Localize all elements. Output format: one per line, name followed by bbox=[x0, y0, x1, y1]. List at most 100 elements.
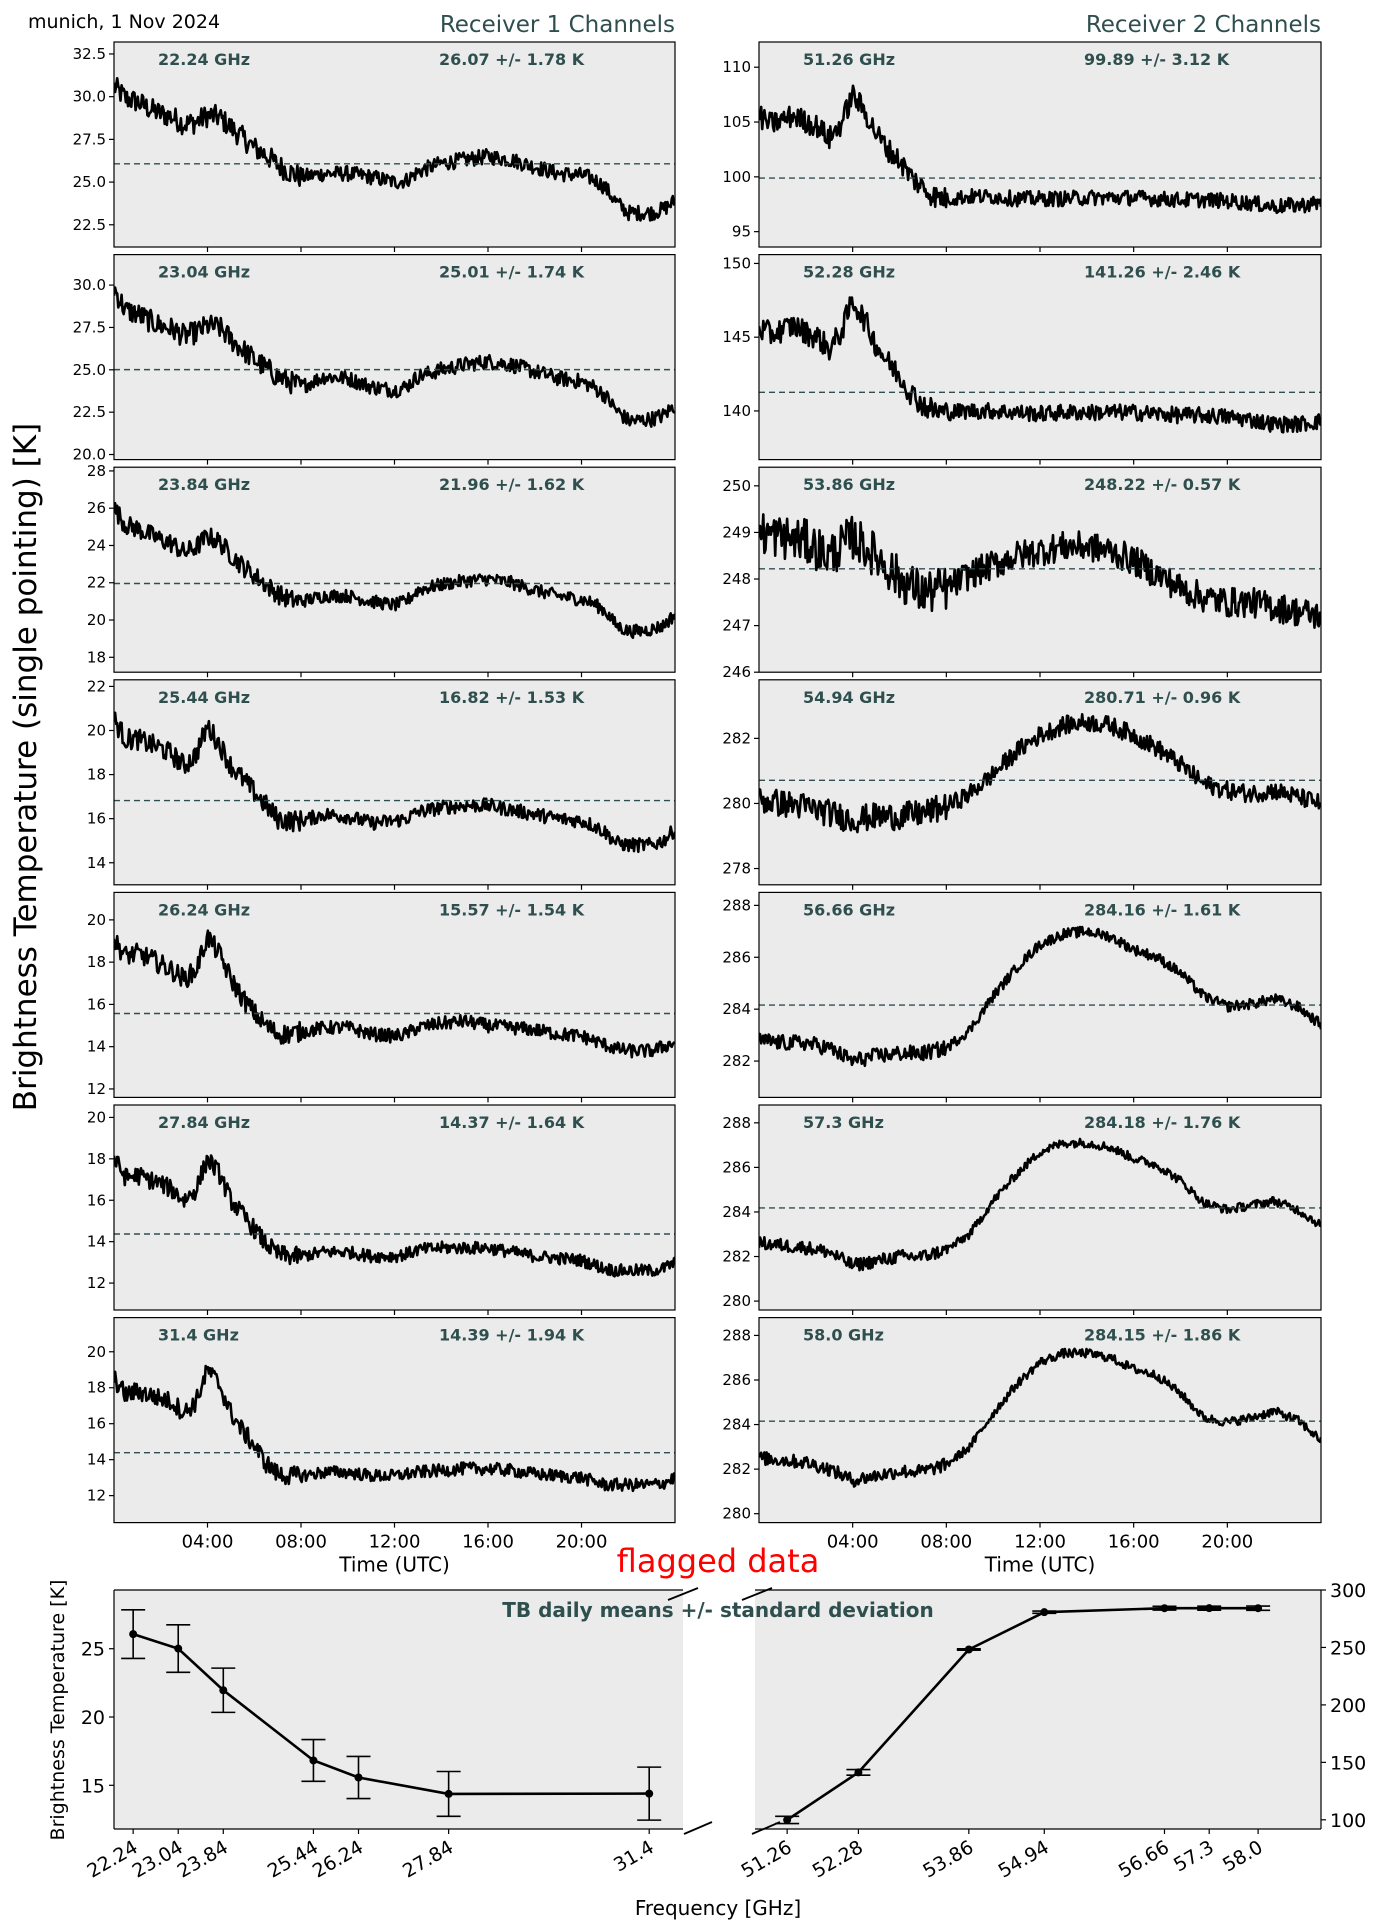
y-tick-label: 30.0 bbox=[73, 276, 106, 294]
channel-frequency-label: 57.3 GHz bbox=[803, 1113, 884, 1132]
channel-frequency-label: 52.28 GHz bbox=[803, 263, 895, 282]
channel-stats-label: 280.71 +/- 0.96 K bbox=[1084, 688, 1241, 707]
y-tick-label: 22 bbox=[87, 677, 106, 695]
channel-panel: 12 14 16 18 20 04:00 08:00 12:00 16:00 20:00 Time … bbox=[87, 1316, 676, 1577]
panel-background bbox=[759, 42, 1321, 247]
summary-right-y-tick-label: 250 bbox=[1330, 1637, 1366, 1659]
channel-panel: 18 20 22 24 26 28 23.84 GHz 21.96 +/- 1.62 K bbox=[87, 462, 676, 678]
summary-y-axis-label: Brightness Temperature [K] bbox=[47, 1580, 69, 1841]
channel-panel: 12 14 16 18 20 26.24 GHz 15.57 +/- 1.54 K bbox=[87, 891, 676, 1103]
y-tick-label: 20 bbox=[87, 721, 106, 739]
panel-background bbox=[114, 1105, 675, 1310]
y-tick-label: 105 bbox=[722, 113, 751, 131]
channel-stats-label: 141.26 +/- 2.46 K bbox=[1084, 263, 1241, 282]
y-tick-label: 20.0 bbox=[73, 446, 106, 464]
summary-x-tick-label: 23.84 bbox=[174, 1836, 232, 1882]
data-series-line bbox=[114, 711, 675, 854]
y-tick-label: 250 bbox=[722, 477, 751, 495]
receiver1-title: Receiver 1 Channels bbox=[440, 12, 675, 38]
summary-right-y-tick-label: 200 bbox=[1330, 1695, 1366, 1717]
y-tick-label: 18 bbox=[87, 1379, 106, 1397]
summary-x-tick-label: 53.86 bbox=[919, 1836, 977, 1882]
y-tick-label: 22.5 bbox=[73, 403, 106, 421]
channel-frequency-label: 58.0 GHz bbox=[803, 1326, 884, 1345]
y-tick-label: 280 bbox=[722, 1292, 751, 1310]
summary-right-background bbox=[755, 1590, 1321, 1829]
y-tick-label: 284 bbox=[722, 1203, 751, 1221]
y-tick-label: 12 bbox=[87, 1080, 106, 1098]
data-series-line bbox=[114, 286, 675, 428]
channel-frequency-label: 23.84 GHz bbox=[158, 475, 250, 494]
summary-right-y-tick-label: 100 bbox=[1330, 1810, 1366, 1832]
channel-stats-label: 248.22 +/- 0.57 K bbox=[1084, 475, 1241, 494]
y-tick-label: 14 bbox=[87, 1038, 106, 1056]
y-tick-label: 18 bbox=[87, 1150, 106, 1168]
location-date-title: munich, 1 Nov 2024 bbox=[28, 11, 220, 33]
channel-stats-label: 99.89 +/- 3.12 K bbox=[1084, 50, 1230, 69]
y-tick-label: 150 bbox=[722, 254, 751, 272]
channel-stats-label: 284.18 +/- 1.76 K bbox=[1084, 1113, 1241, 1132]
y-tick-label: 280 bbox=[722, 794, 751, 812]
channel-panel: 140 145 150 52.28 GHz 141.26 +/- 2.46 K bbox=[722, 254, 1322, 465]
data-series-line bbox=[759, 1137, 1321, 1272]
channel-stats-label: 25.01 +/- 1.74 K bbox=[439, 263, 585, 282]
x-axis-label: Time (UTC) bbox=[338, 1553, 450, 1577]
y-tick-label: 282 bbox=[722, 1460, 751, 1478]
channel-frequency-label: 22.24 GHz bbox=[158, 50, 250, 69]
summary-x-tick-label: 25.44 bbox=[264, 1836, 322, 1882]
axis-break-mark bbox=[683, 1821, 713, 1835]
channel-panel: 280 282 284 286 288 04:00 08:00 12:00 16:00 20:00… bbox=[722, 1316, 1322, 1577]
summary-x-tick-label: 56.66 bbox=[1115, 1836, 1173, 1882]
y-tick-label: 286 bbox=[722, 948, 751, 966]
data-series-line bbox=[759, 1347, 1321, 1488]
mean-point bbox=[783, 1815, 792, 1824]
y-tick-label: 246 bbox=[722, 663, 751, 681]
mean-point bbox=[854, 1768, 863, 1777]
y-tick-label: 30.0 bbox=[73, 88, 106, 106]
data-series-line bbox=[759, 84, 1321, 215]
y-tick-label: 25.0 bbox=[73, 173, 106, 191]
x-tick-label: 20:00 bbox=[1201, 1532, 1253, 1553]
channel-frequency-label: 53.86 GHz bbox=[803, 475, 895, 494]
y-tick-label: 28 bbox=[87, 462, 106, 480]
mean-point bbox=[964, 1645, 973, 1654]
y-tick-label: 282 bbox=[722, 1248, 751, 1266]
mean-point bbox=[1205, 1604, 1214, 1613]
y-tick-label: 282 bbox=[722, 1052, 751, 1070]
y-tick-label: 27.5 bbox=[73, 130, 106, 148]
y-tick-label: 249 bbox=[722, 523, 751, 541]
channel-panel: 14 16 18 20 22 25.44 GHz 16.82 +/- 1.53 K bbox=[87, 677, 676, 890]
summary-x-tick-label: 23.04 bbox=[129, 1836, 187, 1882]
channel-panel: 246 247 248 249 250 53.86 GHz 248.22 +/- 0.57 … bbox=[722, 466, 1322, 681]
y-tick-label: 20 bbox=[87, 611, 106, 629]
mean-point bbox=[129, 1630, 138, 1639]
panel-background bbox=[114, 42, 675, 247]
data-series-line bbox=[114, 1154, 675, 1278]
y-tick-label: 22.5 bbox=[73, 216, 106, 234]
channel-panel: 278 280 282 54.94 GHz 280.71 +/- 0.96 K bbox=[722, 679, 1322, 890]
data-series-line bbox=[759, 513, 1321, 629]
y-tick-label: 110 bbox=[722, 58, 751, 76]
y-tick-label: 16 bbox=[87, 1415, 106, 1433]
y-tick-label: 25.0 bbox=[73, 361, 106, 379]
x-tick-label: 12:00 bbox=[369, 1532, 421, 1553]
summary-x-tick-label: 57.3 bbox=[1170, 1836, 1218, 1876]
channel-frequency-label: 51.26 GHz bbox=[803, 50, 895, 69]
summary-x-tick-label: 27.84 bbox=[399, 1836, 457, 1882]
data-series-line bbox=[759, 713, 1321, 834]
mean-point bbox=[309, 1756, 318, 1765]
y-tick-label: 18 bbox=[87, 953, 106, 971]
mean-point bbox=[354, 1773, 363, 1782]
channel-panel: 95 100 105 110 51.26 GHz 99.89 +/- 3.12 K bbox=[722, 41, 1322, 252]
summary-left-background bbox=[114, 1590, 683, 1829]
channel-stats-label: 21.96 +/- 1.62 K bbox=[439, 475, 585, 494]
x-axis-label: Time (UTC) bbox=[984, 1553, 1096, 1577]
mean-point bbox=[174, 1644, 183, 1653]
y-tick-label: 14 bbox=[87, 1451, 106, 1469]
summary-left-y-tick-label: 15 bbox=[81, 1775, 105, 1797]
y-tick-label: 140 bbox=[722, 402, 751, 420]
y-tick-label: 14 bbox=[87, 854, 106, 872]
mean-point bbox=[1254, 1604, 1263, 1613]
data-series-line bbox=[759, 925, 1321, 1068]
mean-point bbox=[1040, 1608, 1049, 1617]
